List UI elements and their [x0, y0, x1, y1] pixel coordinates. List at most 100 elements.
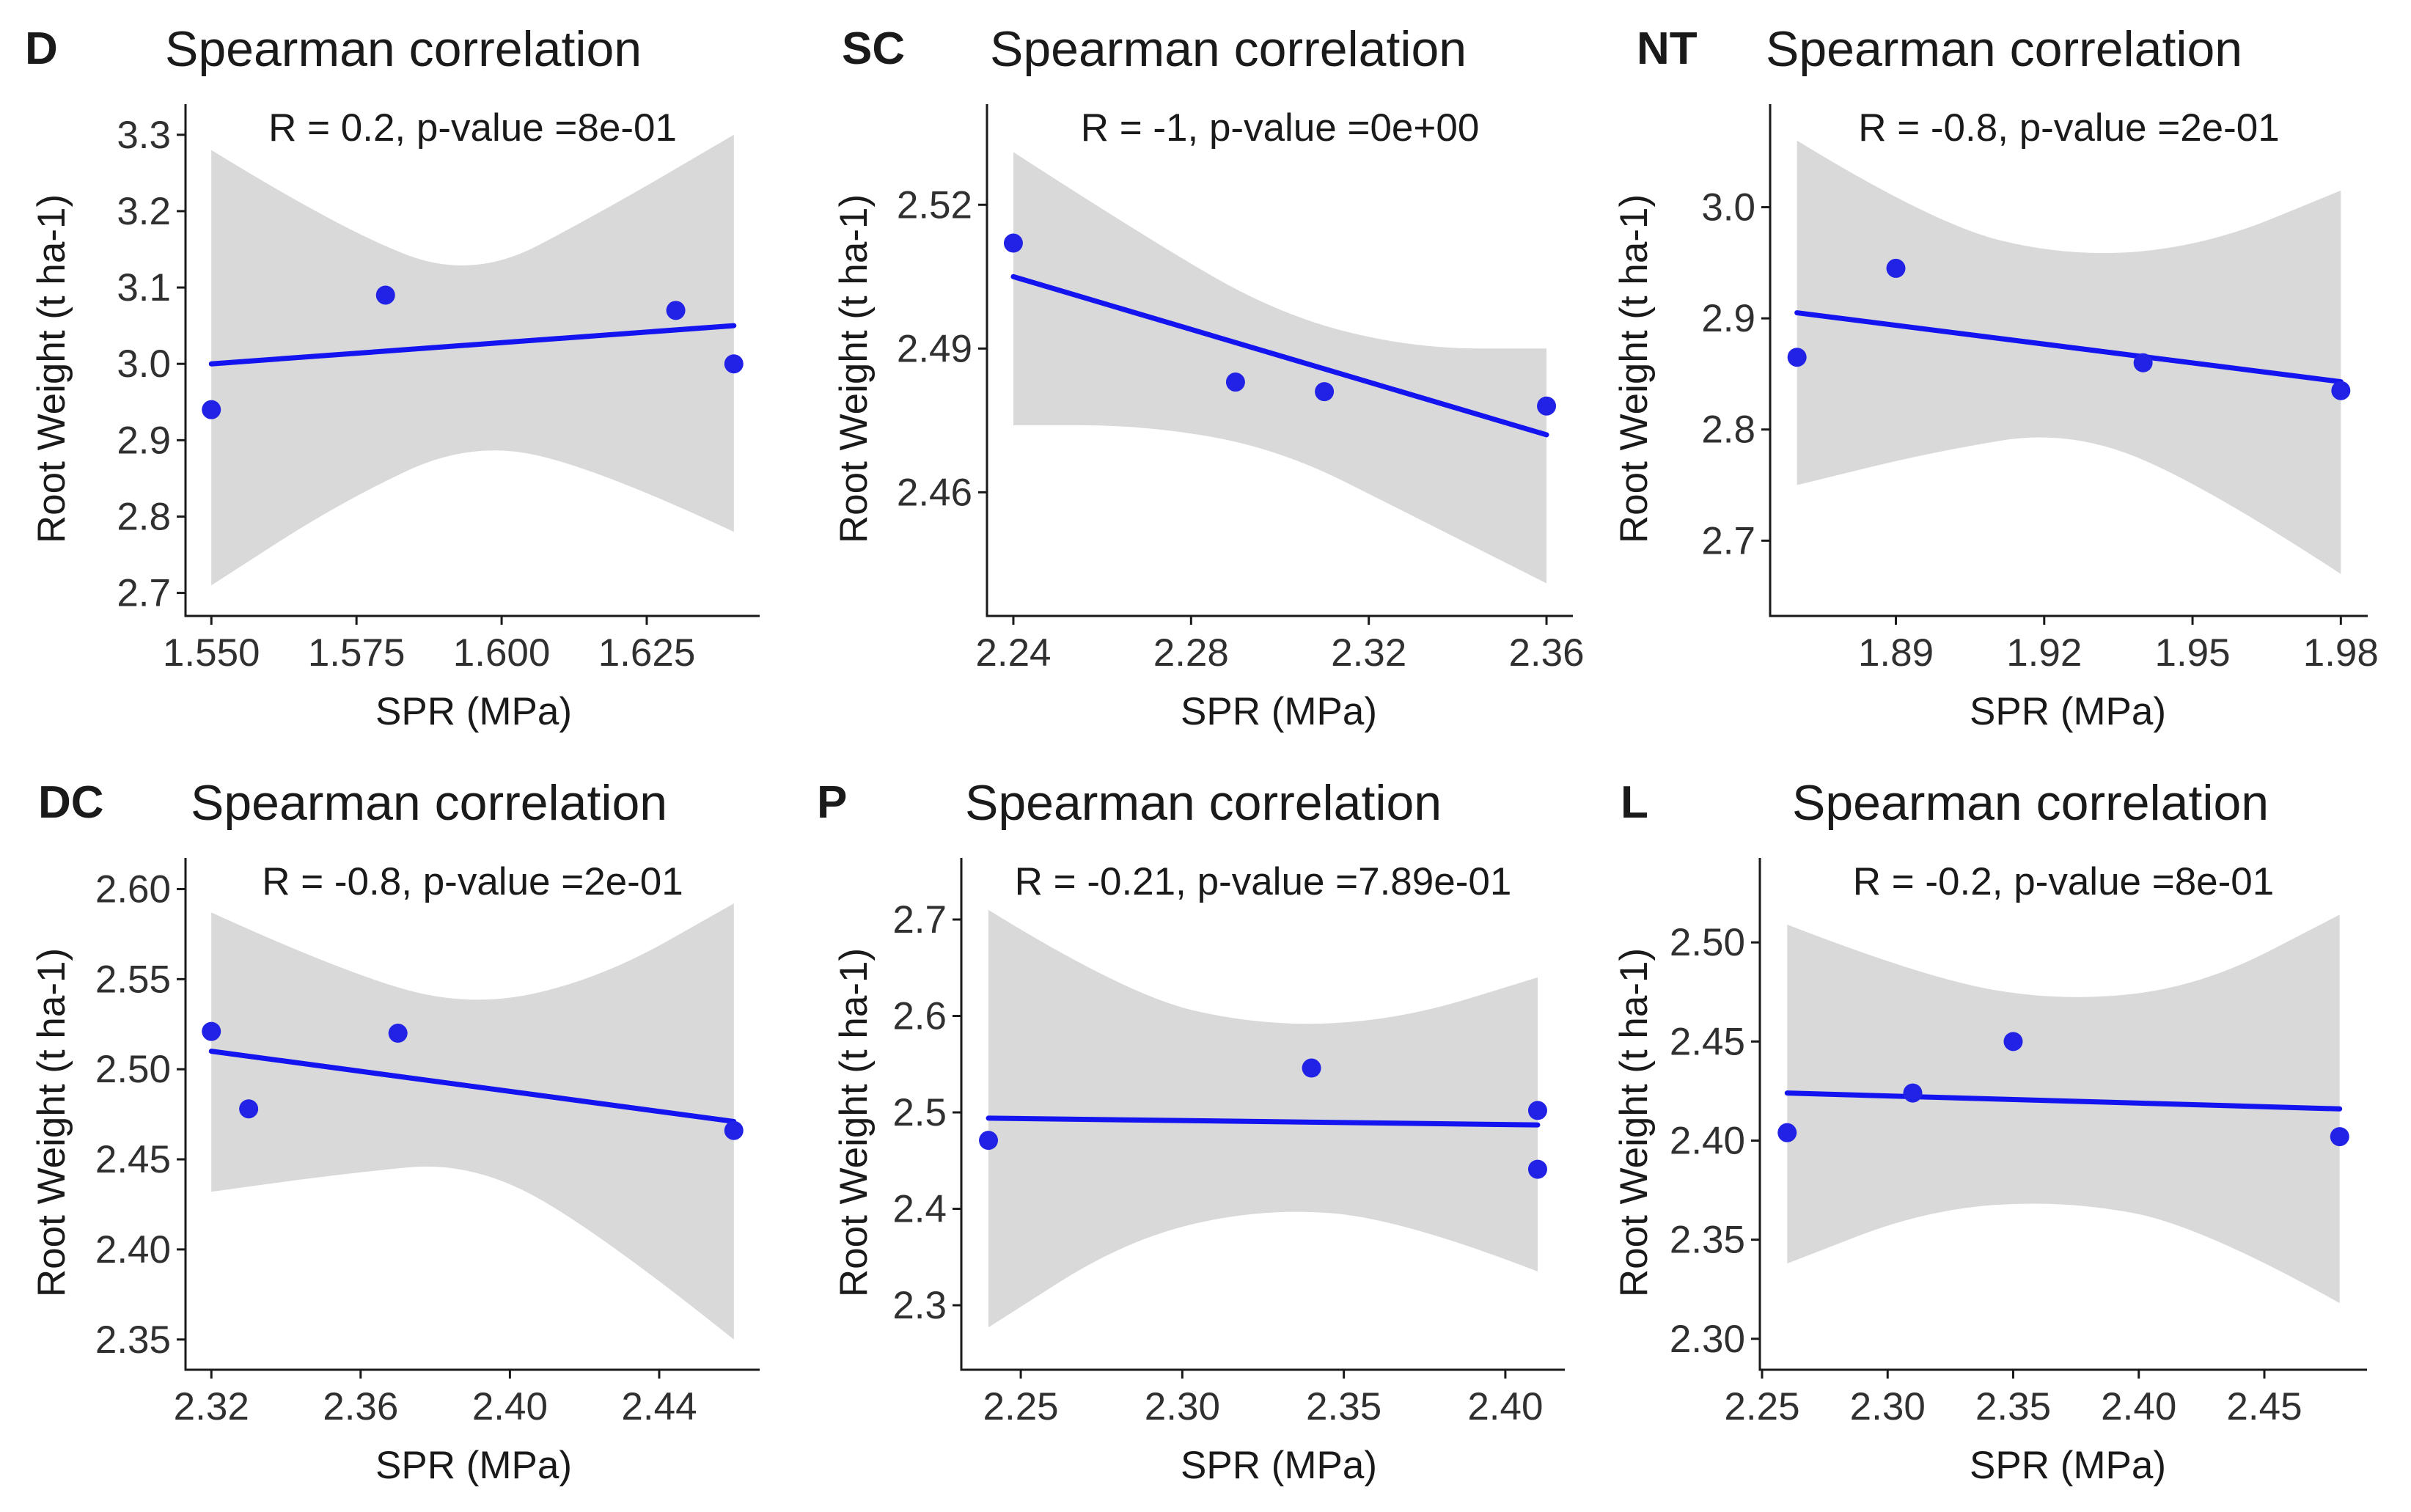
x-tick-label: 2.45 — [2226, 1385, 2302, 1428]
x-tick-label: 1.89 — [1858, 631, 1934, 675]
x-tick-label: 2.40 — [2101, 1385, 2176, 1428]
regression-line — [1010, 274, 1549, 438]
data-point — [979, 1131, 999, 1150]
y-tick-label: 2.40 — [95, 1228, 171, 1271]
y-tick-label: 2.7 — [892, 898, 947, 942]
x-tick-label: 2.25 — [1724, 1385, 1799, 1428]
correlation-annotation: R = -0.2, p-value =8e-01 — [1853, 860, 2275, 903]
data-point — [2003, 1032, 2023, 1052]
correlation-annotation: R = -0.8, p-value =2e-01 — [262, 860, 683, 903]
panel-letter: SC — [842, 23, 905, 74]
x-axis-title: SPR (MPa) — [1970, 690, 2166, 733]
correlation-annotation: R = 0.2, p-value =8e-01 — [268, 106, 677, 150]
data-point — [1315, 382, 1335, 402]
y-tick-label: 3.3 — [117, 114, 171, 157]
panel-title: Spearman correlation — [990, 21, 1467, 77]
data-point — [724, 1120, 744, 1140]
y-axis-title: Root Weight (t ha-1) — [1612, 194, 1656, 543]
panel-letter: NT — [1637, 23, 1698, 74]
regression-line — [986, 1115, 1541, 1128]
regression-line — [1784, 1090, 2343, 1112]
y-tick-label: 2.9 — [117, 419, 171, 462]
x-tick-label: 1.550 — [163, 631, 260, 675]
y-tick-label: 2.40 — [1670, 1119, 1745, 1162]
x-axis-title: SPR (MPa) — [1970, 1444, 2166, 1487]
x-tick-label: 2.36 — [323, 1385, 398, 1428]
y-axis-title: Root Weight (t ha-1) — [832, 194, 876, 543]
y-tick-label: 2.8 — [1701, 408, 1755, 452]
y-tick-label: 2.9 — [1701, 297, 1755, 340]
data-point — [1302, 1058, 1321, 1078]
x-tick-label: 2.35 — [1975, 1385, 2051, 1428]
data-point — [202, 1021, 221, 1041]
data-point — [388, 1024, 408, 1043]
data-point — [666, 301, 686, 320]
panel-title: Spearman correlation — [165, 21, 642, 77]
x-tick-label: 1.600 — [453, 631, 551, 675]
y-tick-label: 2.7 — [117, 572, 171, 615]
x-axis-title: SPR (MPa) — [1181, 690, 1377, 733]
y-tick-label: 2.45 — [1670, 1020, 1745, 1063]
chart-panel-p: 2.3 2.4 2.5 2.6 2.7 2.25 2.30 2.35 2.40 P Spearman… — [817, 775, 1565, 1487]
data-point — [1886, 258, 1906, 278]
x-tick-label: 2.30 — [1145, 1385, 1220, 1428]
y-tick-label: 2.3 — [892, 1284, 947, 1327]
regression-line — [208, 323, 737, 367]
data-point — [1225, 373, 1245, 392]
y-tick-label: 2.52 — [897, 183, 972, 227]
y-tick-label: 2.55 — [95, 958, 171, 1001]
x-tick-label: 2.25 — [983, 1385, 1059, 1428]
panel-letter: D — [25, 23, 58, 74]
x-tick-label: 2.40 — [1467, 1385, 1543, 1428]
regression-line — [1794, 310, 2344, 385]
data-point — [239, 1099, 259, 1119]
chart-panel-sc: 2.46 2.49 2.52 2.24 2.28 2.32 2.36 SC Spearman c… — [832, 21, 1585, 733]
panel-title: Spearman correlation — [1766, 21, 2242, 77]
y-axis-title: Root Weight (t ha-1) — [30, 194, 73, 543]
data-point — [202, 400, 221, 419]
x-tick-label: 1.95 — [2154, 631, 2230, 675]
y-tick-label: 2.46 — [897, 471, 972, 514]
y-tick-label: 2.50 — [95, 1048, 171, 1091]
x-tick-label: 2.32 — [174, 1385, 249, 1428]
y-axis-title: Root Weight (t ha-1) — [832, 948, 876, 1297]
y-tick-label: 2.6 — [892, 995, 947, 1038]
x-axis-title: SPR (MPa) — [1181, 1444, 1377, 1487]
y-tick-label: 2.4 — [892, 1188, 947, 1231]
x-tick-label: 1.92 — [2006, 631, 2082, 675]
chart-panel-nt: 2.7 2.8 2.9 3.0 1.89 1.92 1.95 1.98 NT Spearman c… — [1612, 21, 2379, 733]
y-tick-label: 2.49 — [897, 327, 972, 370]
x-tick-label: 2.36 — [1508, 631, 1584, 675]
correlation-annotation: R = -0.8, p-value =2e-01 — [1858, 106, 2280, 150]
y-tick-label: 2.8 — [117, 495, 171, 538]
x-tick-label: 2.44 — [621, 1385, 697, 1428]
confidence-band — [988, 909, 1538, 1328]
y-tick-label: 2.5 — [892, 1091, 947, 1134]
y-tick-label: 3.2 — [117, 190, 171, 233]
panel-title: Spearman correlation — [191, 775, 667, 831]
panel-letter: L — [1621, 777, 1648, 828]
confidence-band — [1013, 152, 1546, 584]
y-tick-label: 2.7 — [1701, 519, 1755, 562]
x-axis-title: SPR (MPa) — [375, 1444, 572, 1487]
x-tick-label: 2.35 — [1306, 1385, 1381, 1428]
data-point — [724, 354, 744, 374]
x-tick-label: 1.98 — [2303, 631, 2379, 675]
data-point — [1003, 233, 1023, 253]
y-tick-label: 3.0 — [1701, 186, 1755, 230]
data-point — [1787, 348, 1807, 367]
confidence-band — [211, 903, 734, 1340]
y-tick-label: 2.30 — [1670, 1318, 1745, 1361]
data-point — [1537, 396, 1557, 416]
y-tick-label: 3.0 — [117, 342, 171, 386]
x-tick-label: 2.40 — [472, 1385, 548, 1428]
y-tick-label: 2.50 — [1670, 921, 1745, 964]
y-tick-label: 2.45 — [95, 1138, 171, 1181]
x-axis-title: SPR (MPa) — [375, 690, 572, 733]
chart-panel-dc: 2.35 2.40 2.45 2.50 2.55 2.60 2.32 2.36 2.40 2.44… — [30, 775, 760, 1487]
y-tick-label: 2.35 — [95, 1318, 171, 1362]
data-point — [1527, 1101, 1547, 1120]
panel-letter: DC — [38, 777, 104, 828]
x-tick-label: 1.575 — [308, 631, 405, 675]
